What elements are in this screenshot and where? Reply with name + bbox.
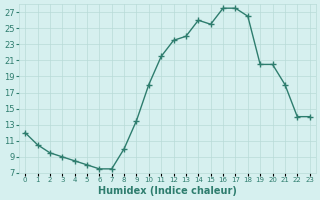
X-axis label: Humidex (Indice chaleur): Humidex (Indice chaleur) bbox=[98, 186, 237, 196]
